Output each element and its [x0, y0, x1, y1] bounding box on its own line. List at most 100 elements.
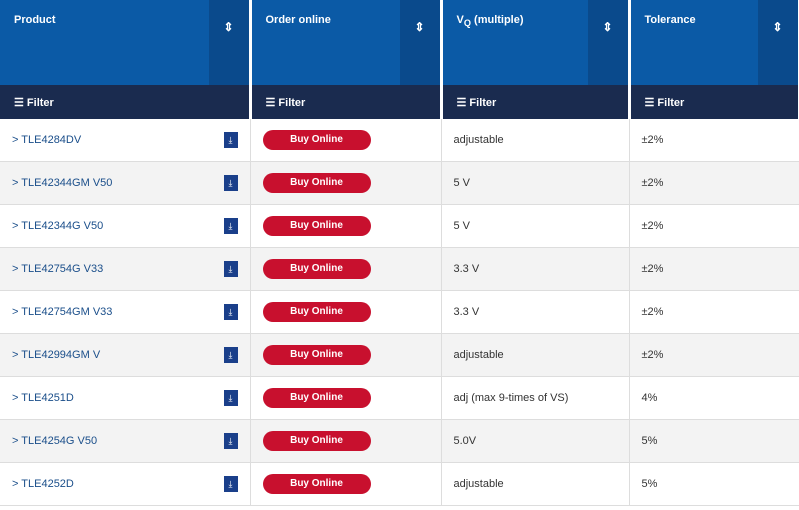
product-link[interactable]: TLE42994GM V [21, 349, 101, 361]
table-row: > TLE42994GM V ⤓ Buy Online adjustable ±2% [0, 333, 799, 377]
buy-online-button[interactable]: Buy Online [262, 474, 371, 494]
filter-icon: ☰ [14, 96, 27, 109]
output-voltage: adjustable [441, 119, 630, 162]
order-cell: Buy Online [250, 119, 442, 162]
filter-icon: ☰ [265, 96, 279, 109]
order-cell: Buy Online [250, 204, 442, 248]
product-cell: > TLE4251D ⤓ [0, 376, 251, 420]
order-cell: Buy Online [250, 290, 442, 334]
buy-online-button[interactable]: Buy Online [262, 345, 371, 365]
product-cell: > TLE42754GM V33 ⤓ [0, 290, 251, 334]
filter-label: Filter [469, 96, 497, 109]
output-voltage: 3.3 V [441, 247, 630, 291]
sort-button[interactable]: ⇕ [399, 0, 440, 85]
product-cell: > TLE42344G V50 ⤓ [0, 204, 251, 248]
expand-arrow[interactable]: > [12, 177, 22, 189]
product-link[interactable]: TLE4251D [21, 392, 74, 404]
table-row: > TLE4252D ⤓ Buy Online adjustable 5% [0, 462, 799, 506]
expand-arrow[interactable]: > [12, 263, 22, 275]
pdf-icon[interactable]: ⤓ [223, 476, 238, 492]
buy-online-button[interactable]: Buy Online [262, 216, 371, 236]
column-header: Product ⇕ [0, 0, 252, 85]
tolerance: 4% [629, 376, 799, 420]
product-link[interactable]: TLE42754GM V33 [21, 306, 113, 318]
expand-arrow[interactable]: > [12, 392, 22, 404]
table-row: > TLE4284DV ⤓ Buy Online adjustable ±2% [0, 119, 799, 162]
output-voltage: 5 V [441, 161, 630, 205]
product-cell: > TLE42754G V33 ⤓ [0, 247, 251, 291]
pdf-icon[interactable]: ⤓ [223, 261, 238, 277]
output-voltage: 3.3 V [441, 290, 630, 334]
order-cell: Buy Online [250, 462, 442, 506]
tolerance: 5% [629, 462, 799, 506]
column-header: Tolerance ⇕ [629, 0, 799, 85]
tolerance: 5% [629, 419, 799, 463]
expand-arrow[interactable]: > [12, 478, 22, 490]
column-label: VQ (multiple) [443, 0, 577, 28]
filter-label: Filter [657, 96, 685, 109]
filter-label: Filter [278, 96, 306, 109]
product-cell: > TLE4254G V50 ⤓ [0, 419, 251, 463]
filter-button[interactable]: ☰ Filter [629, 85, 799, 119]
sort-button[interactable]: ⇕ [208, 0, 249, 85]
output-voltage: adj (max 9-times of VS) [441, 376, 630, 420]
product-link[interactable]: TLE4254G V50 [21, 435, 98, 447]
product-cell: > TLE4252D ⤓ [0, 462, 251, 506]
product-cell: > TLE4284DV ⤓ [0, 119, 251, 162]
product-link[interactable]: TLE42754G V33 [21, 263, 104, 275]
sort-button[interactable]: ⇕ [587, 0, 628, 85]
filter-icon: ☰ [456, 96, 470, 109]
pdf-icon[interactable]: ⤓ [223, 433, 238, 449]
column-header: VQ (multiple) ⇕ [441, 0, 631, 85]
filter-label: Filter [26, 96, 54, 109]
column-label-text: Tolerance [644, 14, 696, 26]
tolerance: ±2% [629, 161, 799, 205]
column-label: Tolerance [631, 0, 765, 26]
filter-button[interactable]: ☰ Filter [250, 85, 443, 119]
column-label-rest: (multiple) [470, 14, 524, 26]
buy-online-button[interactable]: Buy Online [262, 302, 371, 322]
output-voltage: 5.0V [441, 419, 630, 463]
expand-arrow[interactable]: > [12, 220, 22, 232]
expand-arrow[interactable]: > [12, 134, 22, 146]
table-row: > TLE4251D ⤓ Buy Online adj (max 9-times of… [0, 376, 799, 420]
filter-button[interactable]: ☰ Filter [0, 85, 252, 119]
column-label-sub: Q [463, 18, 471, 29]
expand-arrow[interactable]: > [12, 435, 22, 447]
pdf-icon[interactable]: ⤓ [223, 347, 238, 363]
table-row: > TLE4254G V50 ⤓ Buy Online 5.0V 5% [0, 419, 799, 463]
pdf-icon[interactable]: ⤓ [223, 304, 238, 320]
table-row: > TLE42344G V50 ⤓ Buy Online 5 V ±2% [0, 204, 799, 248]
product-link[interactable]: TLE4252D [21, 478, 74, 490]
buy-online-button[interactable]: Buy Online [262, 431, 371, 451]
pdf-icon[interactable]: ⤓ [223, 218, 238, 234]
product-link[interactable]: TLE42344GM V50 [21, 177, 113, 189]
tolerance: ±2% [629, 247, 799, 291]
expand-arrow[interactable]: > [12, 306, 22, 318]
table-row: > TLE42344GM V50 ⤓ Buy Online 5 V ±2% [0, 161, 799, 205]
tolerance: ±2% [629, 119, 799, 162]
sort-button[interactable]: ⇕ [757, 0, 798, 85]
output-voltage: 5 V [441, 204, 630, 248]
product-link[interactable]: TLE4284DV [21, 134, 82, 146]
buy-online-button[interactable]: Buy Online [262, 259, 371, 279]
order-cell: Buy Online [250, 419, 442, 463]
order-cell: Buy Online [250, 247, 442, 291]
column-label-text: Order online [265, 14, 331, 26]
column-label: Order online [252, 0, 386, 26]
buy-online-button[interactable]: Buy Online [262, 173, 371, 193]
pdf-icon[interactable]: ⤓ [223, 132, 238, 148]
filter-button[interactable]: ☰ Filter [441, 85, 631, 119]
tolerance: ±2% [629, 204, 799, 248]
product-link[interactable]: TLE42344G V50 [21, 220, 104, 232]
pdf-icon[interactable]: ⤓ [223, 390, 238, 406]
product-cell: > TLE42344GM V50 ⤓ [0, 161, 251, 205]
output-voltage: adjustable [441, 462, 630, 506]
buy-online-button[interactable]: Buy Online [262, 388, 371, 408]
tolerance: ±2% [629, 290, 799, 334]
expand-arrow[interactable]: > [12, 349, 22, 361]
pdf-icon[interactable]: ⤓ [223, 175, 238, 191]
column-label-text: Product [14, 14, 56, 26]
buy-online-button[interactable]: Buy Online [262, 130, 371, 150]
